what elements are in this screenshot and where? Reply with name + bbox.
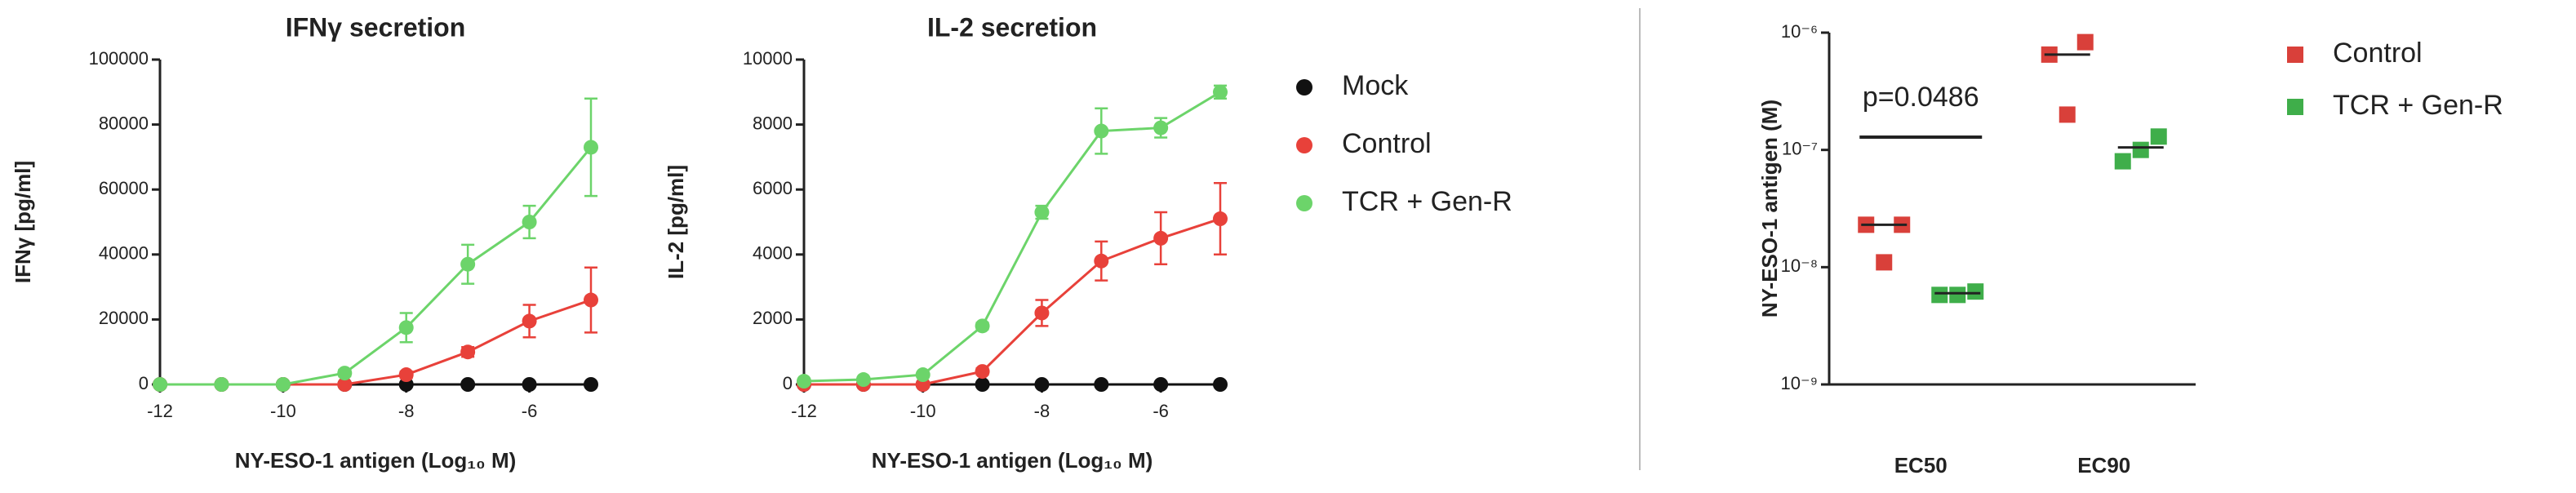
series-line [803,91,1221,383]
legend-marker [1296,195,1312,211]
data-point [584,377,598,392]
data-point [460,256,476,272]
data-point [1153,120,1169,135]
data-point [855,372,871,388]
x-tick-label: -8 [1034,401,1050,421]
data-point [337,366,353,381]
data-point [2132,141,2149,158]
y-tick-label: 10⁻⁹ [1780,373,1818,393]
data-point [1034,377,1050,392]
data-point [1034,305,1050,321]
data-point [460,377,476,392]
x-tick-label: -6 [1153,401,1169,421]
data-point [460,344,476,360]
data-point [1213,84,1228,100]
data-point [975,377,990,392]
y-tick-label: 2000 [753,308,793,328]
y-tick-label: 40000 [99,243,149,264]
data-point [2059,106,2076,123]
data-point [275,377,291,392]
chart-title: IL-2 secretion [927,12,1097,42]
y-tick-label: 4000 [753,243,793,264]
annotation: p=0.0486 [1863,82,1979,113]
data-point [1034,205,1050,220]
data-point [522,377,537,392]
y-tick-label: 10000 [743,48,793,69]
x-axis-label: NY-ESO-1 antigen (Log₁₀ M) [235,448,517,473]
data-point [1153,230,1169,246]
x-tick-label: EC90 [2077,453,2130,477]
y-tick-label: 0 [139,373,149,393]
y-axis-label: NY-ESO-1 antigen (M) [1757,100,1782,318]
y-tick-label: 10⁻⁷ [1782,138,1818,158]
y-tick-label: 60000 [99,178,149,198]
legend-marker [1296,79,1312,95]
x-tick-label: -10 [910,401,936,421]
data-point [522,313,537,329]
series-line [804,217,1221,386]
legend-label: TCR + Gen-R [1342,186,1512,217]
x-tick-label: -6 [522,401,538,421]
y-axis-label: IL-2 [pg/ml] [664,165,688,279]
data-point [214,377,229,392]
data-point [975,364,990,380]
y-tick-label: 6000 [753,178,793,198]
data-point [1213,377,1228,392]
data-point [398,367,414,383]
data-point [1094,253,1109,269]
data-point [398,320,414,335]
data-point [522,215,537,229]
data-point [337,377,353,392]
data-point [1213,211,1228,227]
data-point [1967,283,1984,300]
data-point [797,374,811,389]
x-tick-label: -8 [398,401,415,421]
legend-label: TCR + Gen-R [2333,90,2503,121]
x-tick-label: -12 [791,401,817,421]
x-tick-label: EC50 [1894,453,1948,477]
chart-title: IFNγ secretion [286,12,466,42]
y-tick-label: 10⁻⁶ [1781,21,1818,42]
data-point [153,377,167,392]
y-tick-label: 20000 [99,308,149,328]
data-point [1949,286,1966,304]
y-axis-label: IFNγ [pg/ml] [11,161,35,283]
data-point [1094,377,1109,392]
data-point [1094,123,1109,139]
data-point [915,367,930,383]
x-tick-label: -10 [270,401,296,421]
legend-marker [2287,99,2303,115]
data-point [584,140,598,155]
series-line [160,299,592,386]
data-point [1153,377,1169,392]
x-axis-label: NY-ESO-1 antigen (Log₁₀ M) [872,448,1153,473]
legend-marker [1296,137,1312,153]
y-tick-label: 0 [783,373,793,393]
legend-marker [2287,47,2303,63]
legend-label: Control [1342,128,1432,159]
legend-label: Mock [1342,70,1409,101]
x-tick-label: -12 [147,401,173,421]
data-point [1876,254,1893,271]
data-point [975,318,990,334]
y-tick-label: 10⁻⁸ [1781,255,1818,276]
data-point [2150,128,2167,145]
y-tick-label: 100000 [89,48,149,69]
y-tick-label: 80000 [99,113,149,133]
data-point [2076,33,2094,51]
y-tick-label: 8000 [753,113,793,133]
data-point [2114,153,2131,170]
series-line [160,146,593,386]
data-point [584,292,598,308]
data-point [1931,286,1948,304]
legend-label: Control [2333,38,2423,69]
